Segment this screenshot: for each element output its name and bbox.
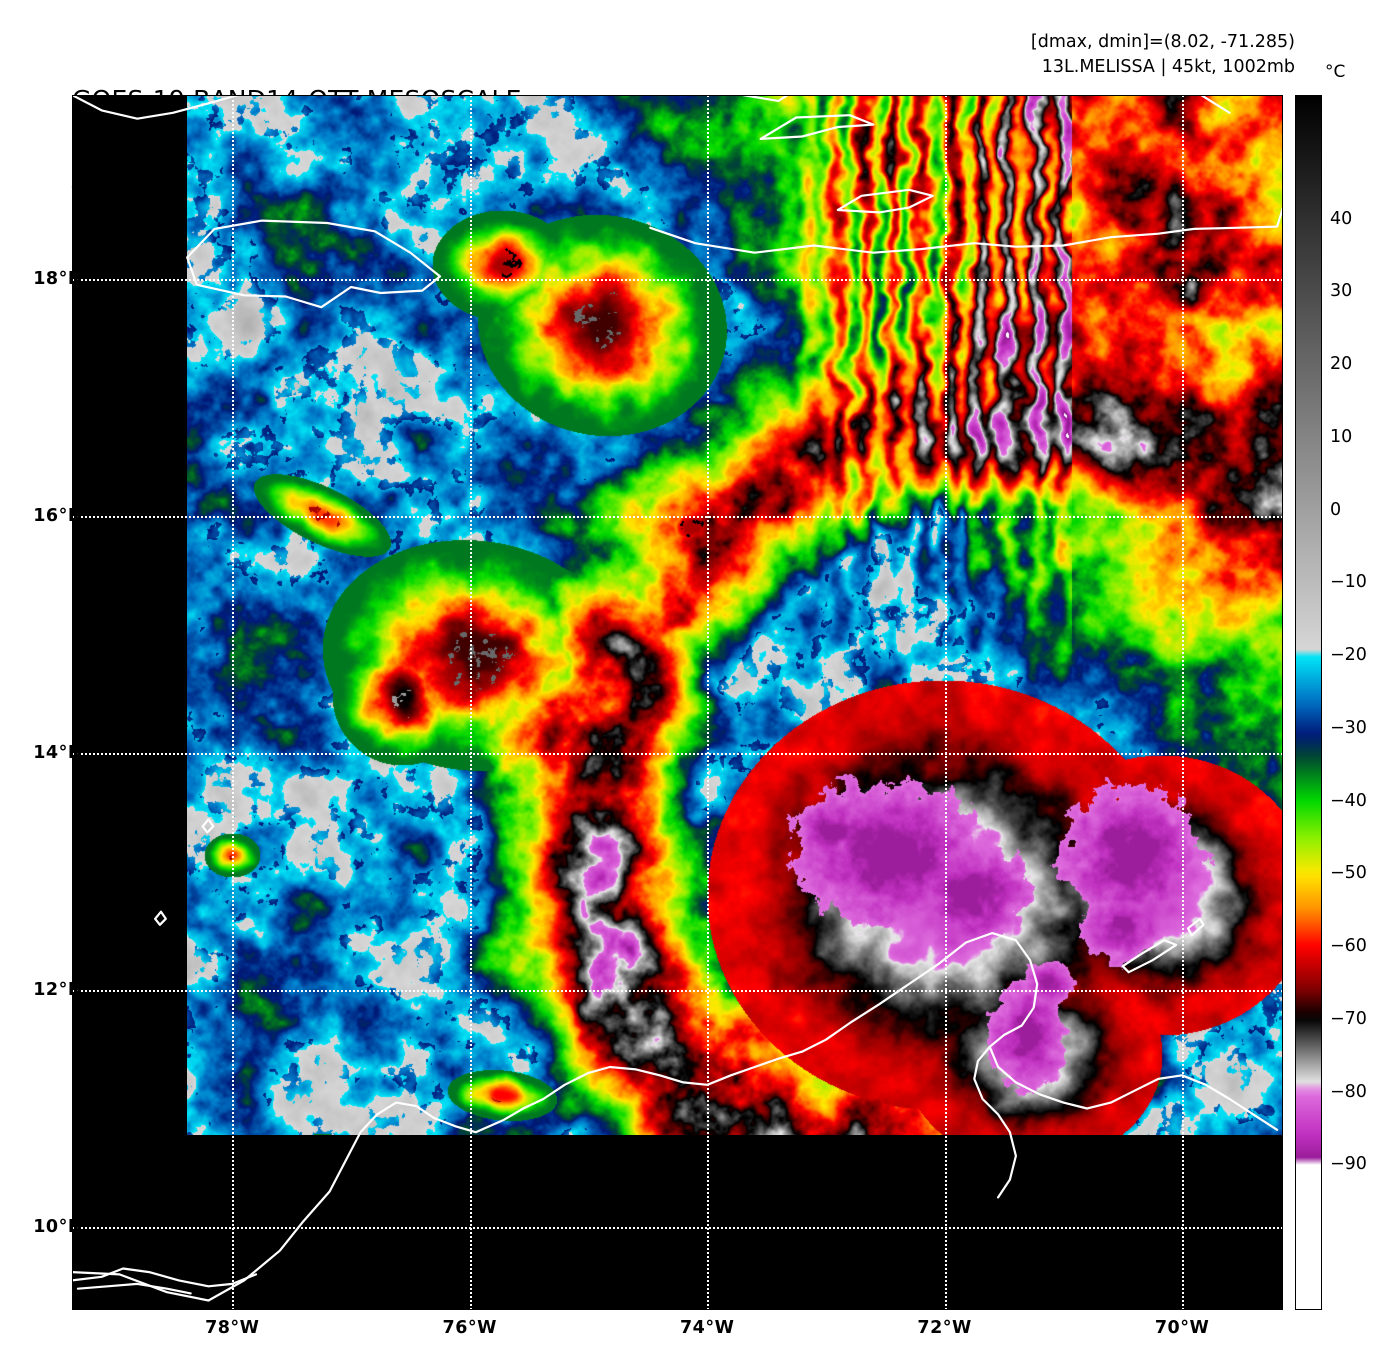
storm-info-label: 13L.MELISSA | 45kt, 1002mb bbox=[1041, 57, 1295, 77]
colorbar-tick-label: −50 bbox=[1330, 863, 1367, 884]
colorbar-tick-label: −30 bbox=[1330, 717, 1367, 738]
infrared-brightness-temperature-canvas bbox=[72, 95, 1283, 1135]
colorbar-tick-label: 30 bbox=[1330, 281, 1353, 302]
lat-tick-label: 18°N bbox=[33, 268, 83, 289]
lat-tick-label: 14°N bbox=[33, 742, 83, 763]
coastline-path bbox=[76, 1282, 192, 1295]
colorbar-tick-label: −60 bbox=[1330, 936, 1367, 957]
lon-tick-label: 70°W bbox=[1154, 1318, 1210, 1338]
colorbar-tick-label: 40 bbox=[1330, 208, 1353, 229]
colorbar[interactable] bbox=[1295, 95, 1322, 1310]
colorbar-unit-label: °C bbox=[1325, 62, 1346, 82]
colorbar-tick-label: −40 bbox=[1330, 790, 1367, 811]
colorbar-tick-label: −70 bbox=[1330, 1008, 1367, 1029]
dmax-dmin-label: [dmax, dmin]=(8.02, -71.285) bbox=[1030, 32, 1295, 52]
colorbar-tick-label: −90 bbox=[1330, 1154, 1367, 1175]
coastline-path bbox=[72, 1267, 258, 1288]
gridline-lat bbox=[72, 1227, 1283, 1230]
colorbar-tick-label: 10 bbox=[1330, 426, 1353, 447]
lon-tick-label: 74°W bbox=[679, 1318, 735, 1338]
colorbar-tick-label: −80 bbox=[1330, 1081, 1367, 1102]
lat-tick-label: 12°N bbox=[33, 979, 83, 1000]
header-info-block: [dmax, dmin]=(8.02, -71.285) 13L.MELISSA… bbox=[1031, 30, 1295, 80]
lon-tick-label: 72°W bbox=[917, 1318, 972, 1338]
colorbar-gradient bbox=[1296, 96, 1321, 1309]
lon-tick-label: 76°W bbox=[442, 1318, 497, 1338]
lat-tick-label: 10°N bbox=[33, 1217, 83, 1238]
satellite-imagery-layer bbox=[72, 95, 1283, 1135]
lon-tick-label: 78°W bbox=[205, 1318, 260, 1338]
map-plot-area[interactable]: Copyright © 2020-2025 Dapiya bbox=[72, 95, 1283, 1310]
colorbar-tick-label: −20 bbox=[1330, 645, 1367, 666]
colorbar-tick-label: 20 bbox=[1330, 354, 1353, 375]
lat-tick-label: 16°N bbox=[33, 505, 83, 526]
no-data-region-left bbox=[72, 95, 187, 1135]
colorbar-tick-label: 0 bbox=[1330, 499, 1342, 520]
colorbar-tick-label: −10 bbox=[1330, 572, 1367, 593]
